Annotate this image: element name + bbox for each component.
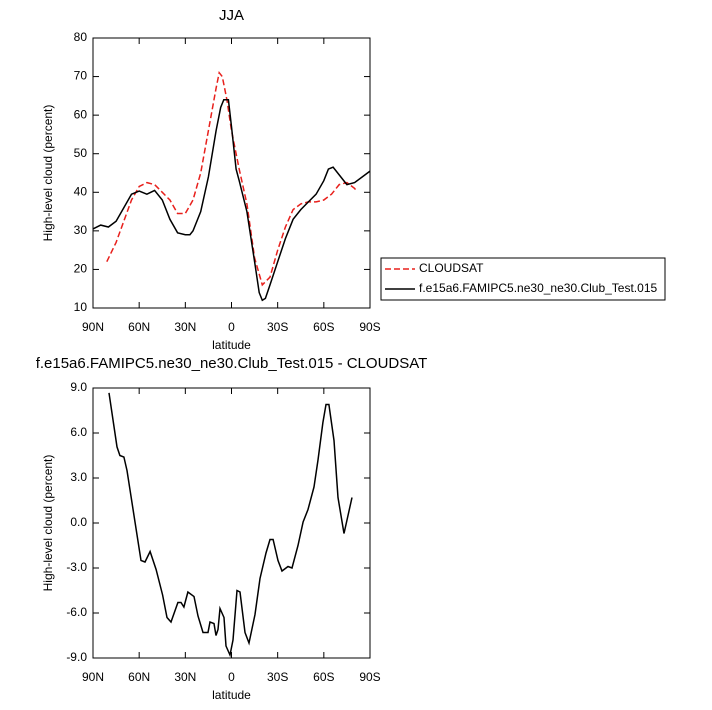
plot-frame bbox=[92, 37, 371, 309]
data-line bbox=[92, 98, 371, 302]
y-tick-label: 80 bbox=[74, 30, 88, 44]
x-tick-label: 30N bbox=[174, 320, 196, 334]
y-axis-label: High-level cloud (percent) bbox=[41, 105, 55, 242]
x-tick-label: 90N bbox=[82, 320, 104, 334]
y-tick-label: -3.0 bbox=[66, 560, 87, 574]
y-tick-label: 70 bbox=[74, 69, 88, 83]
y-tick-label: 0.0 bbox=[70, 515, 87, 529]
y-tick-label: 40 bbox=[74, 184, 88, 198]
y-tick-label: 30 bbox=[74, 223, 88, 237]
x-axis-label: latitude bbox=[212, 688, 251, 702]
legend-label: f.e15a6.FAMIPC5.ne30_ne30.Club_Test.015 bbox=[419, 281, 657, 295]
x-tick-label: 60N bbox=[128, 320, 150, 334]
x-tick-label: 30N bbox=[174, 670, 196, 684]
y-tick-label: 60 bbox=[74, 107, 88, 121]
x-tick-label: 30S bbox=[267, 670, 288, 684]
y-tick-label: -9.0 bbox=[66, 650, 87, 664]
data-line bbox=[108, 392, 353, 658]
y-axis-label: High-level cloud (percent) bbox=[41, 455, 55, 592]
x-tick-label: 30S bbox=[267, 320, 288, 334]
y-tick-label: -6.0 bbox=[66, 605, 87, 619]
y-tick-label: 20 bbox=[74, 262, 88, 276]
x-tick-label: 60S bbox=[313, 320, 334, 334]
y-tick-label: 3.0 bbox=[70, 470, 87, 484]
x-axis-label: latitude bbox=[212, 338, 251, 352]
x-tick-label: 60N bbox=[128, 670, 150, 684]
chart-title: f.e15a6.FAMIPC5.ne30_ne30.Club_Test.015 … bbox=[36, 355, 428, 372]
legend-box bbox=[380, 257, 666, 301]
y-tick-label: 10 bbox=[74, 300, 88, 314]
data-line bbox=[106, 70, 357, 287]
x-tick-label: 90S bbox=[359, 670, 380, 684]
legend-label: CLOUDSAT bbox=[419, 261, 484, 275]
x-tick-label: 90S bbox=[359, 320, 380, 334]
x-tick-label: 0 bbox=[228, 320, 235, 334]
x-tick-label: 90N bbox=[82, 670, 104, 684]
y-tick-label: 9.0 bbox=[70, 380, 87, 394]
y-tick-label: 50 bbox=[74, 146, 88, 160]
y-tick-label: 6.0 bbox=[70, 425, 87, 439]
x-tick-label: 60S bbox=[313, 670, 334, 684]
x-tick-label: 0 bbox=[228, 670, 235, 684]
chart-title: JJA bbox=[219, 7, 244, 24]
